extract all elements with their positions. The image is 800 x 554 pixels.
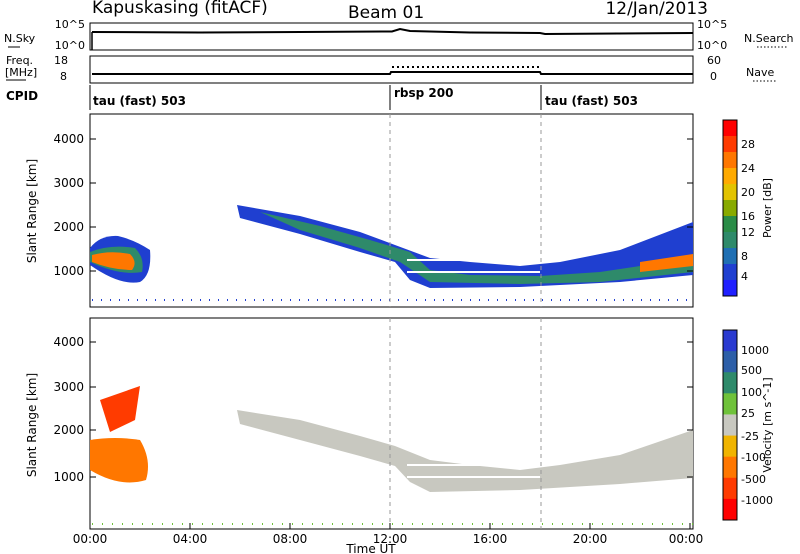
velocity-cb-tick-neg100: -100: [741, 451, 766, 464]
nsky-label: N.Sky: [4, 32, 36, 45]
velocity-cb-tick-neg1000: -1000: [741, 494, 773, 507]
velocity-patch-early: [90, 438, 148, 483]
velocity-colorbar-segment-4: [723, 414, 737, 437]
velocity-cb-label: Velocity [m s^-1]: [761, 377, 774, 472]
nsky-tick-top-left: 10^5: [55, 18, 85, 31]
velocity-cb-tick-25: 25: [741, 407, 755, 420]
date-title: 12/Jan/2013: [605, 0, 708, 19]
power-colorbar-segment-3: [723, 168, 737, 185]
nsky-tick-bottom-left: 10^0: [55, 39, 85, 52]
freq-tick-top-left: 18: [54, 54, 68, 67]
cpid-segment-1: tau (fast) 503: [93, 94, 186, 108]
velocity-colorbar-segment-1: [723, 351, 737, 373]
xtick-0000-start: 00:00: [73, 532, 108, 546]
power-yticks: 1000 2000 3000 4000: [53, 132, 693, 278]
power-cb-tick-20: 20: [741, 186, 755, 199]
velocity-ylabel: Slant Range [km]: [25, 373, 39, 477]
freq-tick-top-right: 60: [707, 54, 721, 67]
velocity-colorbar-segment-7: [723, 477, 737, 500]
velocity-colorbar-segment-8: [723, 498, 737, 521]
freq-tick-bottom-right: 0: [710, 70, 717, 83]
velocity-ground-scatter: [237, 410, 693, 492]
xtick-1600: 16:00: [473, 532, 508, 546]
velocity-xticks: 00:00 04:00 08:00 12:00 16:00 20:00 00:0…: [73, 523, 704, 546]
power-cb-label: Power [dB]: [761, 178, 774, 238]
velocity-ytick-1000: 1000: [53, 470, 84, 484]
power-cb-tick-16: 16: [741, 210, 755, 223]
station-title: Kapuskasing (fitACF): [92, 0, 268, 18]
velocity-colorbar-segment-5: [723, 435, 737, 458]
power-colorbar-segment-0: [723, 120, 737, 137]
velocity-colorbar-segment-0: [723, 330, 737, 352]
power-cb-tick-12: 12: [741, 226, 755, 239]
xtick-0800: 08:00: [273, 532, 308, 546]
cpid-segment-2: rbsp 200: [394, 86, 453, 100]
nsearch-label: N.Search: [744, 32, 794, 45]
beam-title: Beam 01: [348, 3, 424, 23]
nsky-tick-top-right: 10^5: [697, 18, 727, 31]
xtick-2000: 20:00: [573, 532, 608, 546]
power-ytick-4000: 4000: [53, 132, 84, 146]
xtick-0400: 04:00: [173, 532, 208, 546]
power-main-band: [237, 205, 693, 288]
power-colorbar-segment-10: [723, 280, 737, 297]
power-patch-early-core: [92, 252, 135, 270]
nsky-tick-bottom-right: 10^0: [697, 39, 727, 52]
power-ytick-3000: 3000: [53, 176, 84, 190]
power-cb-tick-24: 24: [741, 162, 755, 175]
power-colorbar-segment-9: [723, 264, 737, 281]
cpid-row: CPID tau (fast) 503 rbsp 200 tau (fast) …: [6, 85, 638, 110]
velocity-cb-tick-neg500: -500: [741, 473, 766, 486]
velocity-cb-tick-100: 100: [741, 386, 762, 399]
freq-label-line2: [MHz]: [5, 66, 37, 79]
velocity-heatmap: [90, 386, 693, 525]
velocity-colorbar-segment-2: [723, 372, 737, 394]
cpid-label: CPID: [6, 89, 38, 103]
power-cb-tick-4: 4: [741, 270, 748, 283]
freq-panel: Freq. [MHz] 18 8 60 0 Nave: [5, 54, 776, 84]
velocity-xlabel: Time UT: [345, 542, 396, 554]
power-heatmap: [90, 205, 693, 301]
power-ytick-2000: 2000: [53, 220, 84, 234]
power-colorbar-segment-8: [723, 248, 737, 265]
power-ylabel: Slant Range [km]: [25, 159, 39, 263]
velocity-yticks: 1000 2000 3000 4000: [53, 335, 693, 484]
power-colorbar: 28 24 20 16 12 8 4 Power [dB]: [722, 119, 774, 297]
velocity-ytick-3000: 3000: [53, 380, 84, 394]
velocity-panel: 1000 2000 3000 4000 Slant Range [km] 00:…: [25, 317, 774, 554]
velocity-cb-tick-500: 500: [741, 364, 762, 377]
power-colorbar-segment-4: [723, 184, 737, 201]
power-colorbar-segment-7: [723, 232, 737, 249]
xtick-1200: 12:00: [373, 532, 408, 546]
power-main-band-hot: [640, 254, 693, 272]
velocity-ytick-4000: 4000: [53, 335, 84, 349]
velocity-colorbar-segment-6: [723, 456, 737, 479]
freq-label-line1: Freq.: [6, 54, 33, 67]
velocity-colorbar-segment-3: [723, 393, 737, 415]
nsky-panel: N.Sky 10^5 10^0 10^5 10^0 N.Search: [4, 18, 794, 52]
velocity-colorbar: 1000 500 100 25 -25 -100 -500 -1000 Velo…: [722, 329, 774, 521]
power-colorbar-segment-1: [723, 136, 737, 153]
velocity-cb-tick-1000: 1000: [741, 344, 769, 357]
velocity-patch-early-upper: [100, 386, 140, 432]
power-colorbar-segment-5: [723, 200, 737, 217]
cpid-segment-3: tau (fast) 503: [545, 94, 638, 108]
power-colorbar-segment-6: [723, 216, 737, 233]
nsky-trace: [91, 27, 694, 36]
power-colorbar-segment-2: [723, 152, 737, 169]
power-panel: 1000 2000 3000 4000 Slant Range [km] 28 …: [25, 113, 774, 308]
xtick-0000-end: 00:00: [669, 532, 704, 546]
nave-label: Nave: [746, 66, 774, 79]
freq-trace: [92, 71, 693, 75]
velocity-cb-tick-neg25: -25: [741, 430, 759, 443]
power-cb-tick-28: 28: [741, 138, 755, 151]
velocity-ytick-2000: 2000: [53, 423, 84, 437]
freq-tick-bottom-left: 8: [60, 70, 67, 83]
power-ytick-1000: 1000: [53, 264, 84, 278]
power-cb-tick-8: 8: [741, 250, 748, 263]
